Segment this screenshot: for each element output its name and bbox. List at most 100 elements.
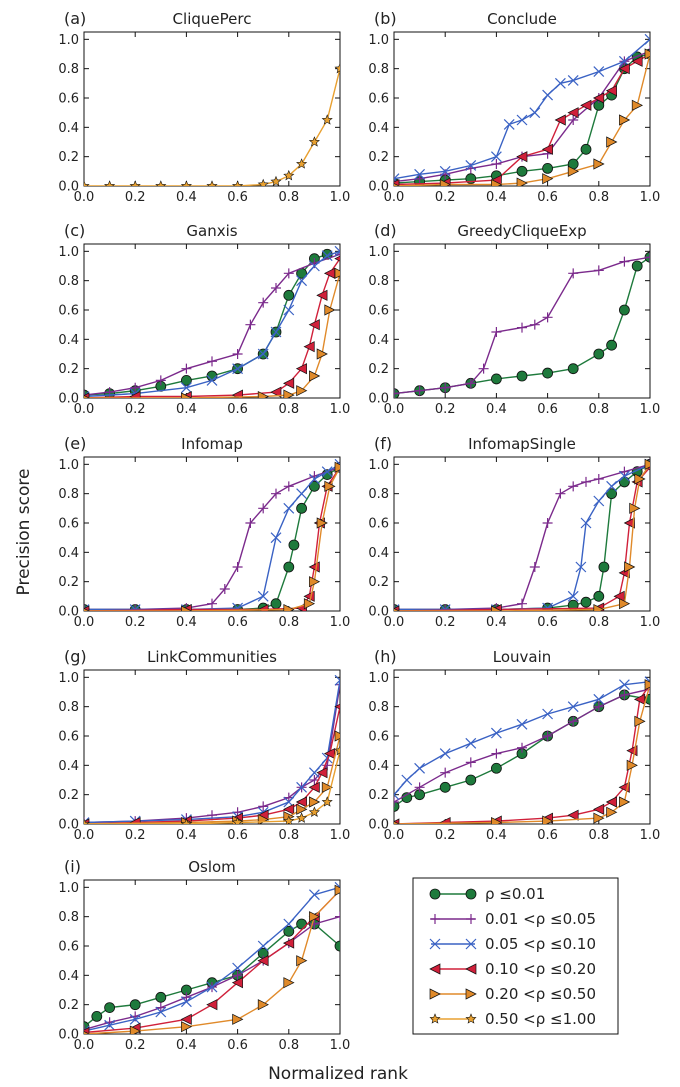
- y-tick-label: 0.8: [58, 487, 79, 502]
- data-point: [206, 180, 218, 186]
- data-point: [308, 806, 320, 817]
- data-point: [567, 165, 579, 177]
- data-point: [271, 283, 281, 293]
- y-tick-label: 0.6: [58, 92, 79, 107]
- data-point: [516, 151, 528, 163]
- data-point: [257, 999, 269, 1011]
- data-point: [232, 602, 244, 611]
- data-point: [181, 992, 192, 1003]
- data-point: [309, 576, 321, 588]
- data-point: [634, 715, 646, 727]
- data-point: [542, 89, 554, 101]
- x-tick-label: 0.6: [537, 190, 558, 205]
- data-point: [180, 374, 192, 386]
- data-point: [605, 85, 617, 97]
- data-point: [394, 183, 400, 186]
- data-point: [554, 77, 566, 89]
- data-point: [439, 165, 451, 177]
- data-point: [593, 693, 605, 705]
- y-tick-label: 0.0: [58, 392, 79, 407]
- data-point: [296, 158, 308, 169]
- legend-marker: [465, 938, 477, 950]
- legend-box: [412, 877, 619, 1035]
- plot-frame: [83, 456, 341, 612]
- data-point: [283, 481, 294, 492]
- data-point: [258, 801, 269, 812]
- data-point: [581, 476, 591, 487]
- x-tick-label: 0.0: [384, 402, 405, 417]
- data-point: [555, 488, 566, 499]
- chart-title: CliquePerc: [173, 10, 252, 28]
- data-point: [334, 245, 340, 257]
- data-point: [180, 818, 192, 824]
- data-point: [394, 388, 399, 398]
- data-point: [580, 143, 592, 155]
- data-point: [283, 377, 295, 389]
- x-tick-label: 0.6: [227, 1038, 248, 1053]
- data-point: [439, 604, 451, 611]
- y-tick-label: 0.6: [368, 304, 389, 319]
- data-point: [295, 363, 307, 375]
- data-point: [478, 363, 489, 374]
- data-point: [491, 327, 502, 337]
- data-point: [568, 716, 579, 727]
- x-tick-label: 0.6: [227, 190, 248, 205]
- data-point: [439, 781, 451, 793]
- data-point: [334, 744, 340, 756]
- panel-label: (e): [64, 434, 86, 453]
- data-point: [308, 889, 320, 901]
- x-tick-label: 0.0: [74, 828, 95, 843]
- data-point: [257, 955, 269, 967]
- data-point: [414, 173, 425, 184]
- x-tick-label: 1.0: [640, 828, 661, 843]
- data-point: [296, 275, 308, 287]
- data-point: [414, 762, 426, 774]
- data-point: [334, 884, 340, 896]
- data-point: [258, 503, 269, 514]
- data-point: [206, 999, 218, 1011]
- data-point: [180, 996, 192, 1008]
- legend-marker: [429, 938, 441, 950]
- series-line: [394, 463, 650, 611]
- data-point: [644, 679, 650, 691]
- chart-panel: (a) CliquePerc 0.0 0.2 0.4 0.6 0.8 1.0 0.0 0.2 0.4…: [58, 9, 350, 205]
- y-tick-label: 0.0: [368, 605, 389, 620]
- x-tick-label: 0.4: [176, 828, 197, 843]
- data-point: [232, 180, 244, 186]
- data-point: [465, 378, 476, 389]
- x-tick-label: 0.6: [227, 402, 248, 417]
- y-tick-label: 0.6: [58, 730, 79, 745]
- legend-marker: [429, 988, 441, 1000]
- data-point: [283, 918, 295, 930]
- series-line: [394, 466, 650, 611]
- chart-panel: (c) Ganxis 0.0 0.2 0.4 0.6 0.8 1.0 0.0 0.2 0.4 0.6 0…: [58, 221, 350, 417]
- data-point: [309, 911, 321, 923]
- data-point: [84, 1031, 90, 1034]
- y-tick-label: 1.0: [58, 881, 79, 896]
- chart-panel: (f) InfomapSingle 0.0 0.2 0.4 0.6 0.8 1.0 0.0 0.2…: [368, 434, 660, 630]
- data-point: [308, 260, 320, 272]
- data-point: [257, 940, 269, 952]
- data-point: [606, 136, 618, 148]
- legend-marker: [429, 888, 441, 900]
- data-point: [309, 370, 321, 382]
- data-point: [593, 474, 604, 484]
- data-point: [439, 178, 451, 186]
- x-tick-label: 0.4: [486, 615, 507, 630]
- data-point: [270, 175, 282, 186]
- chart-title: InfomapSingle: [468, 435, 576, 453]
- y-tick-label: 0.4: [58, 121, 79, 136]
- legend-marker: [465, 888, 477, 900]
- data-point: [129, 999, 141, 1011]
- data-point: [465, 737, 477, 749]
- panel-label: (g): [64, 647, 87, 666]
- data-point: [245, 518, 256, 528]
- data-point: [619, 598, 631, 610]
- data-point: [84, 180, 90, 186]
- x-tick-label: 0.6: [537, 828, 558, 843]
- x-tick-label: 0.8: [588, 190, 609, 205]
- x-tick-label: 0.0: [74, 615, 95, 630]
- data-point: [296, 803, 308, 815]
- plot-area: [394, 251, 650, 398]
- chart-panel: (e) Infomap 0.0 0.2 0.4 0.6 0.8 1.0 0.0 0.2 0.4 0.6…: [58, 434, 350, 630]
